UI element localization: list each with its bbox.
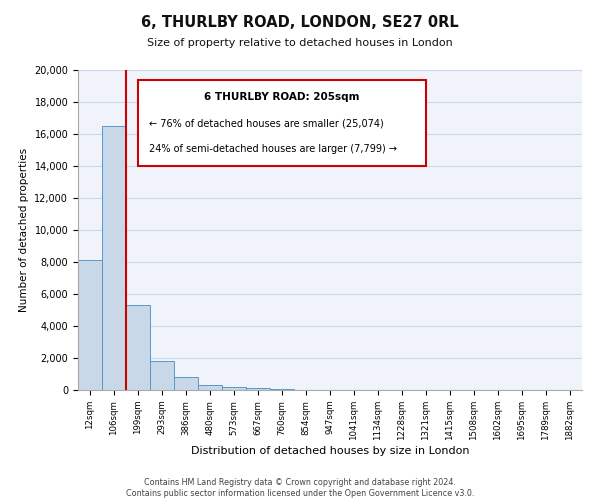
Text: Size of property relative to detached houses in London: Size of property relative to detached ho…	[147, 38, 453, 48]
Text: Contains HM Land Registry data © Crown copyright and database right 2024.
Contai: Contains HM Land Registry data © Crown c…	[126, 478, 474, 498]
Text: 24% of semi-detached houses are larger (7,799) →: 24% of semi-detached houses are larger (…	[149, 144, 397, 154]
Bar	[222, 387, 246, 390]
X-axis label: Distribution of detached houses by size in London: Distribution of detached houses by size …	[191, 446, 469, 456]
Bar	[78, 260, 102, 390]
Bar	[102, 126, 126, 390]
Text: ← 76% of detached houses are smaller (25,074): ← 76% of detached houses are smaller (25…	[149, 118, 383, 128]
Bar	[126, 305, 150, 390]
Bar	[150, 361, 174, 390]
Y-axis label: Number of detached properties: Number of detached properties	[19, 148, 29, 312]
Bar	[270, 389, 294, 390]
Text: 6 THURLBY ROAD: 205sqm: 6 THURLBY ROAD: 205sqm	[205, 92, 360, 102]
Bar	[246, 388, 270, 390]
Text: 6, THURLBY ROAD, LONDON, SE27 0RL: 6, THURLBY ROAD, LONDON, SE27 0RL	[141, 15, 459, 30]
Bar	[198, 385, 222, 390]
FancyBboxPatch shape	[139, 80, 426, 166]
Bar	[174, 377, 198, 390]
